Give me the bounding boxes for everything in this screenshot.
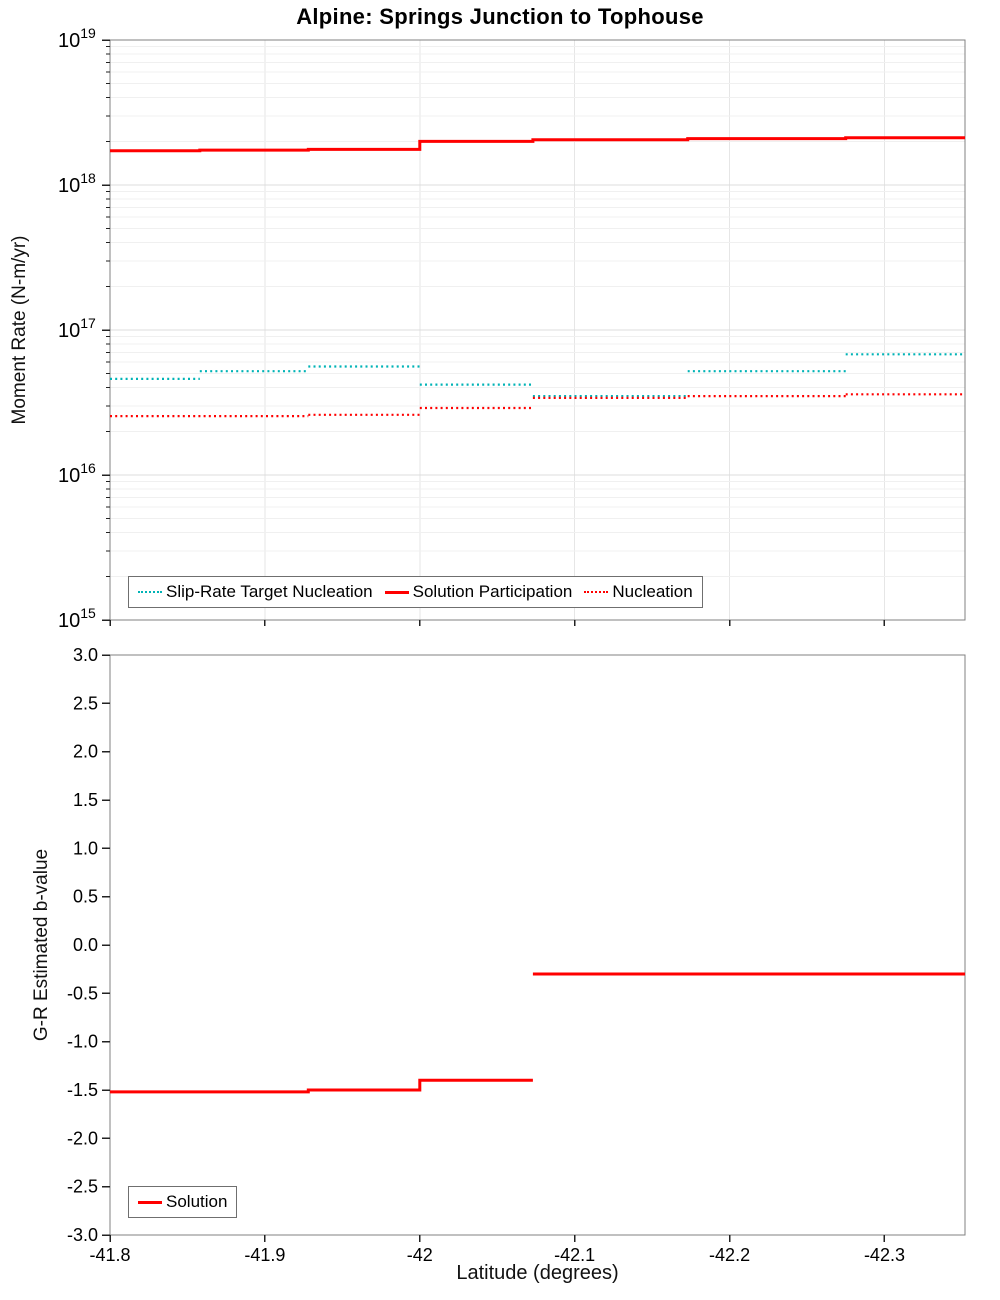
chart-title: Alpine: Springs Junction to Tophouse	[296, 4, 704, 29]
y-tick-label: -2.0	[67, 1128, 98, 1148]
slip-rate-line-sample	[138, 591, 162, 593]
y-tick-label: 1.0	[73, 838, 98, 858]
y-tick-label: 1019	[58, 25, 96, 52]
legend-label-nucleation: Nucleation	[612, 582, 693, 601]
legend-item-solution-participation: Solution Participation	[384, 582, 573, 602]
y-tick-label-base: 10	[58, 610, 80, 632]
y-tick-label-exponent: 17	[80, 315, 96, 331]
y-tick-label-base: 10	[58, 320, 80, 342]
y-tick-label: 1017	[58, 315, 96, 342]
y-tick-label: 2.5	[73, 693, 98, 713]
y-tick-label-exponent: 16	[80, 460, 96, 476]
y-tick-label: 3.0	[73, 645, 98, 665]
y-tick-label: -0.5	[67, 983, 98, 1003]
x-tick-label: -42.2	[709, 1245, 750, 1265]
y-tick-label: -1.5	[67, 1080, 98, 1100]
solution-participation-line-sample	[384, 590, 409, 594]
legend-item-slip-rate: Slip-Rate Target Nucleation	[138, 582, 373, 602]
legend-b-value: Solution	[128, 1186, 238, 1218]
y-tick-label: 0.5	[73, 887, 98, 907]
y-tick-label: 1.5	[73, 790, 98, 810]
legend-moment-rate: Slip-Rate Target Nucleation Solution Par…	[128, 576, 703, 608]
legend-label-solution: Solution	[166, 1192, 228, 1211]
solution-line-sample	[138, 1200, 162, 1204]
y-axis-label-moment-rate: Moment Rate (N-m/yr)	[9, 235, 30, 425]
y-axis-label-b-value: G-R Estimated b-value	[31, 848, 52, 1042]
y-tick-label: 1016	[58, 460, 96, 487]
y-tick-label: 1018	[58, 170, 96, 197]
y-tick-label-base: 10	[58, 465, 80, 487]
nucleation-line-sample	[584, 591, 609, 593]
x-tick-label: -42.1	[554, 1245, 595, 1265]
y-tick-label: -2.5	[67, 1177, 98, 1197]
y-tick-label: 2.0	[73, 742, 98, 762]
y-tick-label: 1015	[58, 605, 96, 632]
y-tick-label-exponent: 18	[80, 170, 96, 186]
y-tick-label: -1.0	[67, 1032, 98, 1052]
y-tick-label-base: 10	[58, 30, 80, 52]
legend-label-solution-participation: Solution Participation	[412, 582, 573, 601]
y-tick-label-base: 10	[58, 175, 80, 197]
line-solution-participation	[110, 136, 965, 153]
x-tick-label: -41.8	[89, 1245, 130, 1265]
y-tick-label-exponent: 15	[80, 605, 96, 621]
y-tick-label: 0.0	[73, 935, 98, 955]
x-tick-label: -42.3	[864, 1245, 905, 1265]
legend-label-slip-rate: Slip-Rate Target Nucleation	[166, 582, 373, 601]
legend-item-nucleation: Nucleation	[584, 582, 693, 602]
x-tick-label: -42	[407, 1245, 433, 1265]
line-solution	[110, 1078, 533, 1094]
plot-border-bottom-chart	[109, 654, 966, 1236]
x-axis-label-latitude: Latitude (degrees)	[456, 1262, 619, 1284]
y-tick-label-exponent: 19	[80, 25, 96, 41]
x-tick-label: -41.9	[244, 1245, 285, 1265]
legend-item-solution: Solution	[138, 1192, 227, 1212]
y-tick-label: -3.0	[67, 1225, 98, 1245]
